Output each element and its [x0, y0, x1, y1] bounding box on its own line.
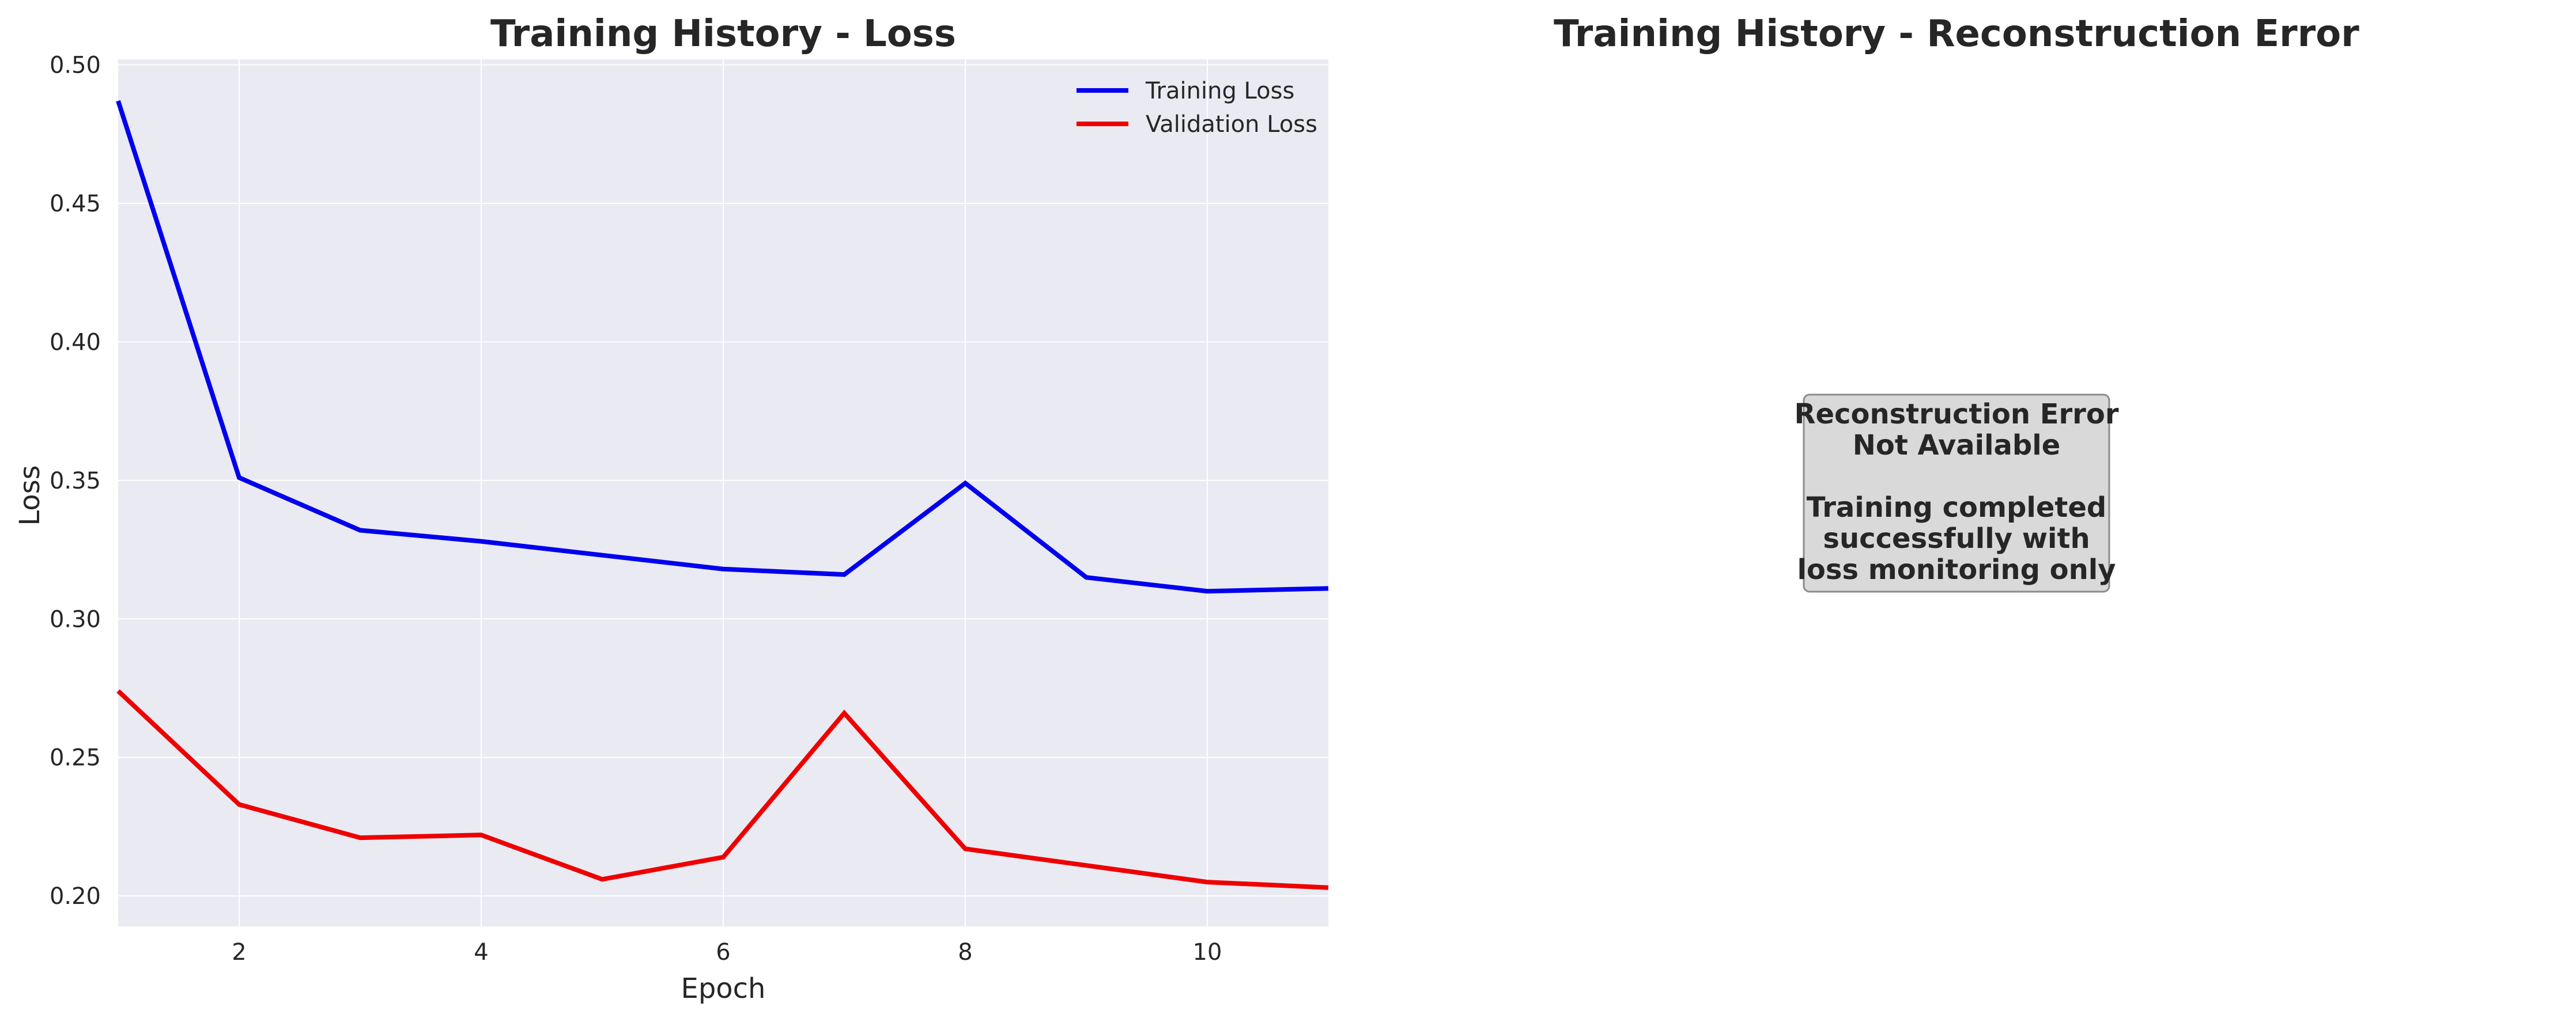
message-line-1: Reconstruction Error — [1795, 398, 2119, 430]
x-tick-labels: 2 4 6 8 10 — [232, 939, 1222, 966]
loss-chart-panel: 2 4 6 8 10 0.20 0.25 0.30 0.35 0.40 0.45 0.50 Trai… — [14, 13, 1329, 1005]
y-tick-label: 0.20 — [50, 883, 101, 910]
message-line-5: successfully with — [1823, 523, 2090, 555]
legend-label-training-loss: Training Loss — [1145, 78, 1294, 104]
y-tick-labels: 0.20 0.25 0.30 0.35 0.40 0.45 0.50 — [50, 52, 101, 910]
x-tick-label: 2 — [232, 939, 246, 966]
grid-lines — [118, 59, 1328, 926]
series-lines — [116, 100, 1329, 890]
message-line-2: Not Available — [1853, 429, 2061, 461]
x-tick-label: 4 — [474, 939, 488, 966]
legend: Training Loss Validation Loss — [1077, 78, 1317, 138]
y-tick-label: 0.40 — [50, 329, 101, 355]
message-box — [1803, 393, 2110, 593]
y-tick-label: 0.25 — [50, 745, 101, 771]
y-tick-label: 0.35 — [50, 468, 101, 494]
y-tick-label: 0.45 — [50, 191, 101, 217]
message-line-6: loss monitoring only — [1797, 554, 2116, 586]
validation-loss-line — [116, 689, 1329, 890]
y-axis-label: Loss — [14, 465, 46, 525]
training-loss-line — [116, 100, 1329, 594]
x-tick-label: 6 — [716, 939, 730, 966]
reconstruction-error-title: Training History - Reconstruction Error — [1554, 13, 2359, 55]
reconstruction-error-panel: Training History - Reconstruction Error … — [1554, 13, 2359, 593]
loss-chart-title: Training History - Loss — [490, 13, 956, 55]
message-line-4: Training completed — [1807, 491, 2107, 524]
x-tick-label: 10 — [1193, 939, 1222, 966]
x-tick-label: 8 — [958, 939, 972, 966]
y-tick-label: 0.30 — [50, 606, 101, 633]
legend-label-validation-loss: Validation Loss — [1146, 111, 1317, 138]
x-axis-label: Epoch — [681, 972, 766, 1005]
y-tick-label: 0.50 — [50, 52, 101, 79]
